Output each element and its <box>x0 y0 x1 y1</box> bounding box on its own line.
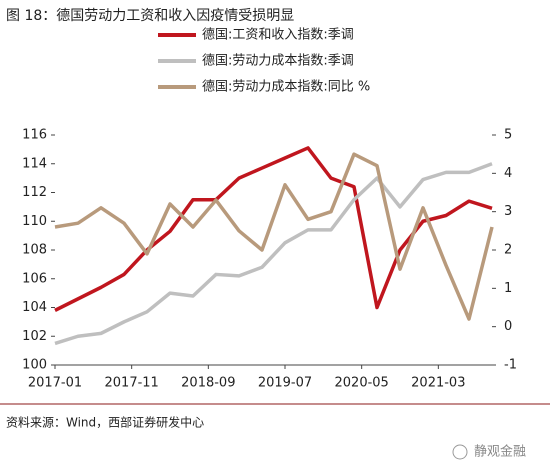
y-tick-label: 100 <box>22 358 47 373</box>
x-tick-label: 2018-09 <box>181 376 235 391</box>
y-tick-label: 116 <box>22 128 47 143</box>
y-tick-label: 108 <box>22 243 47 258</box>
y2-tick-label: 0 <box>504 319 512 334</box>
watermark: 静观金融 <box>474 444 526 460</box>
y-tick-label: 104 <box>22 300 47 315</box>
y2-tick-label: 3 <box>504 204 512 219</box>
source: 资料来源：Wind，西部证券研发中心 <box>6 415 204 430</box>
x-tick-label: 2020-05 <box>335 376 389 391</box>
x-tick-label: 2017-01 <box>28 376 82 391</box>
y-tick-label: 110 <box>22 214 47 229</box>
y-tick-label: 106 <box>22 271 47 286</box>
series-line <box>54 146 493 312</box>
x-tick-label: 2021-03 <box>411 376 465 391</box>
legend-label: 德国:劳动力成本指数:同比 % <box>202 79 370 95</box>
legend-label: 德国:劳动力成本指数:季调 <box>202 53 354 69</box>
y-tick-label: 102 <box>22 329 47 344</box>
y2-tick-label: 4 <box>504 166 512 181</box>
series-line <box>54 152 494 321</box>
y2-tick-label: 5 <box>504 128 512 143</box>
y2-tick-label: 2 <box>504 243 512 258</box>
series-line <box>54 162 493 346</box>
x-tick-label: 2019-07 <box>258 376 312 391</box>
x-tick-label: 2017-11 <box>105 376 159 391</box>
y2-tick-label: -1 <box>504 358 517 373</box>
y-tick-label: 112 <box>22 185 47 200</box>
legend-label: 德国:工资和收入指数:季调 <box>202 28 354 43</box>
chart-title: 图 18：德国劳动力工资和收入因疫情受损明显 <box>6 8 294 24</box>
watermark-icon <box>452 444 468 460</box>
y2-tick-label: 1 <box>504 281 512 296</box>
y-tick-label: 114 <box>22 156 47 171</box>
